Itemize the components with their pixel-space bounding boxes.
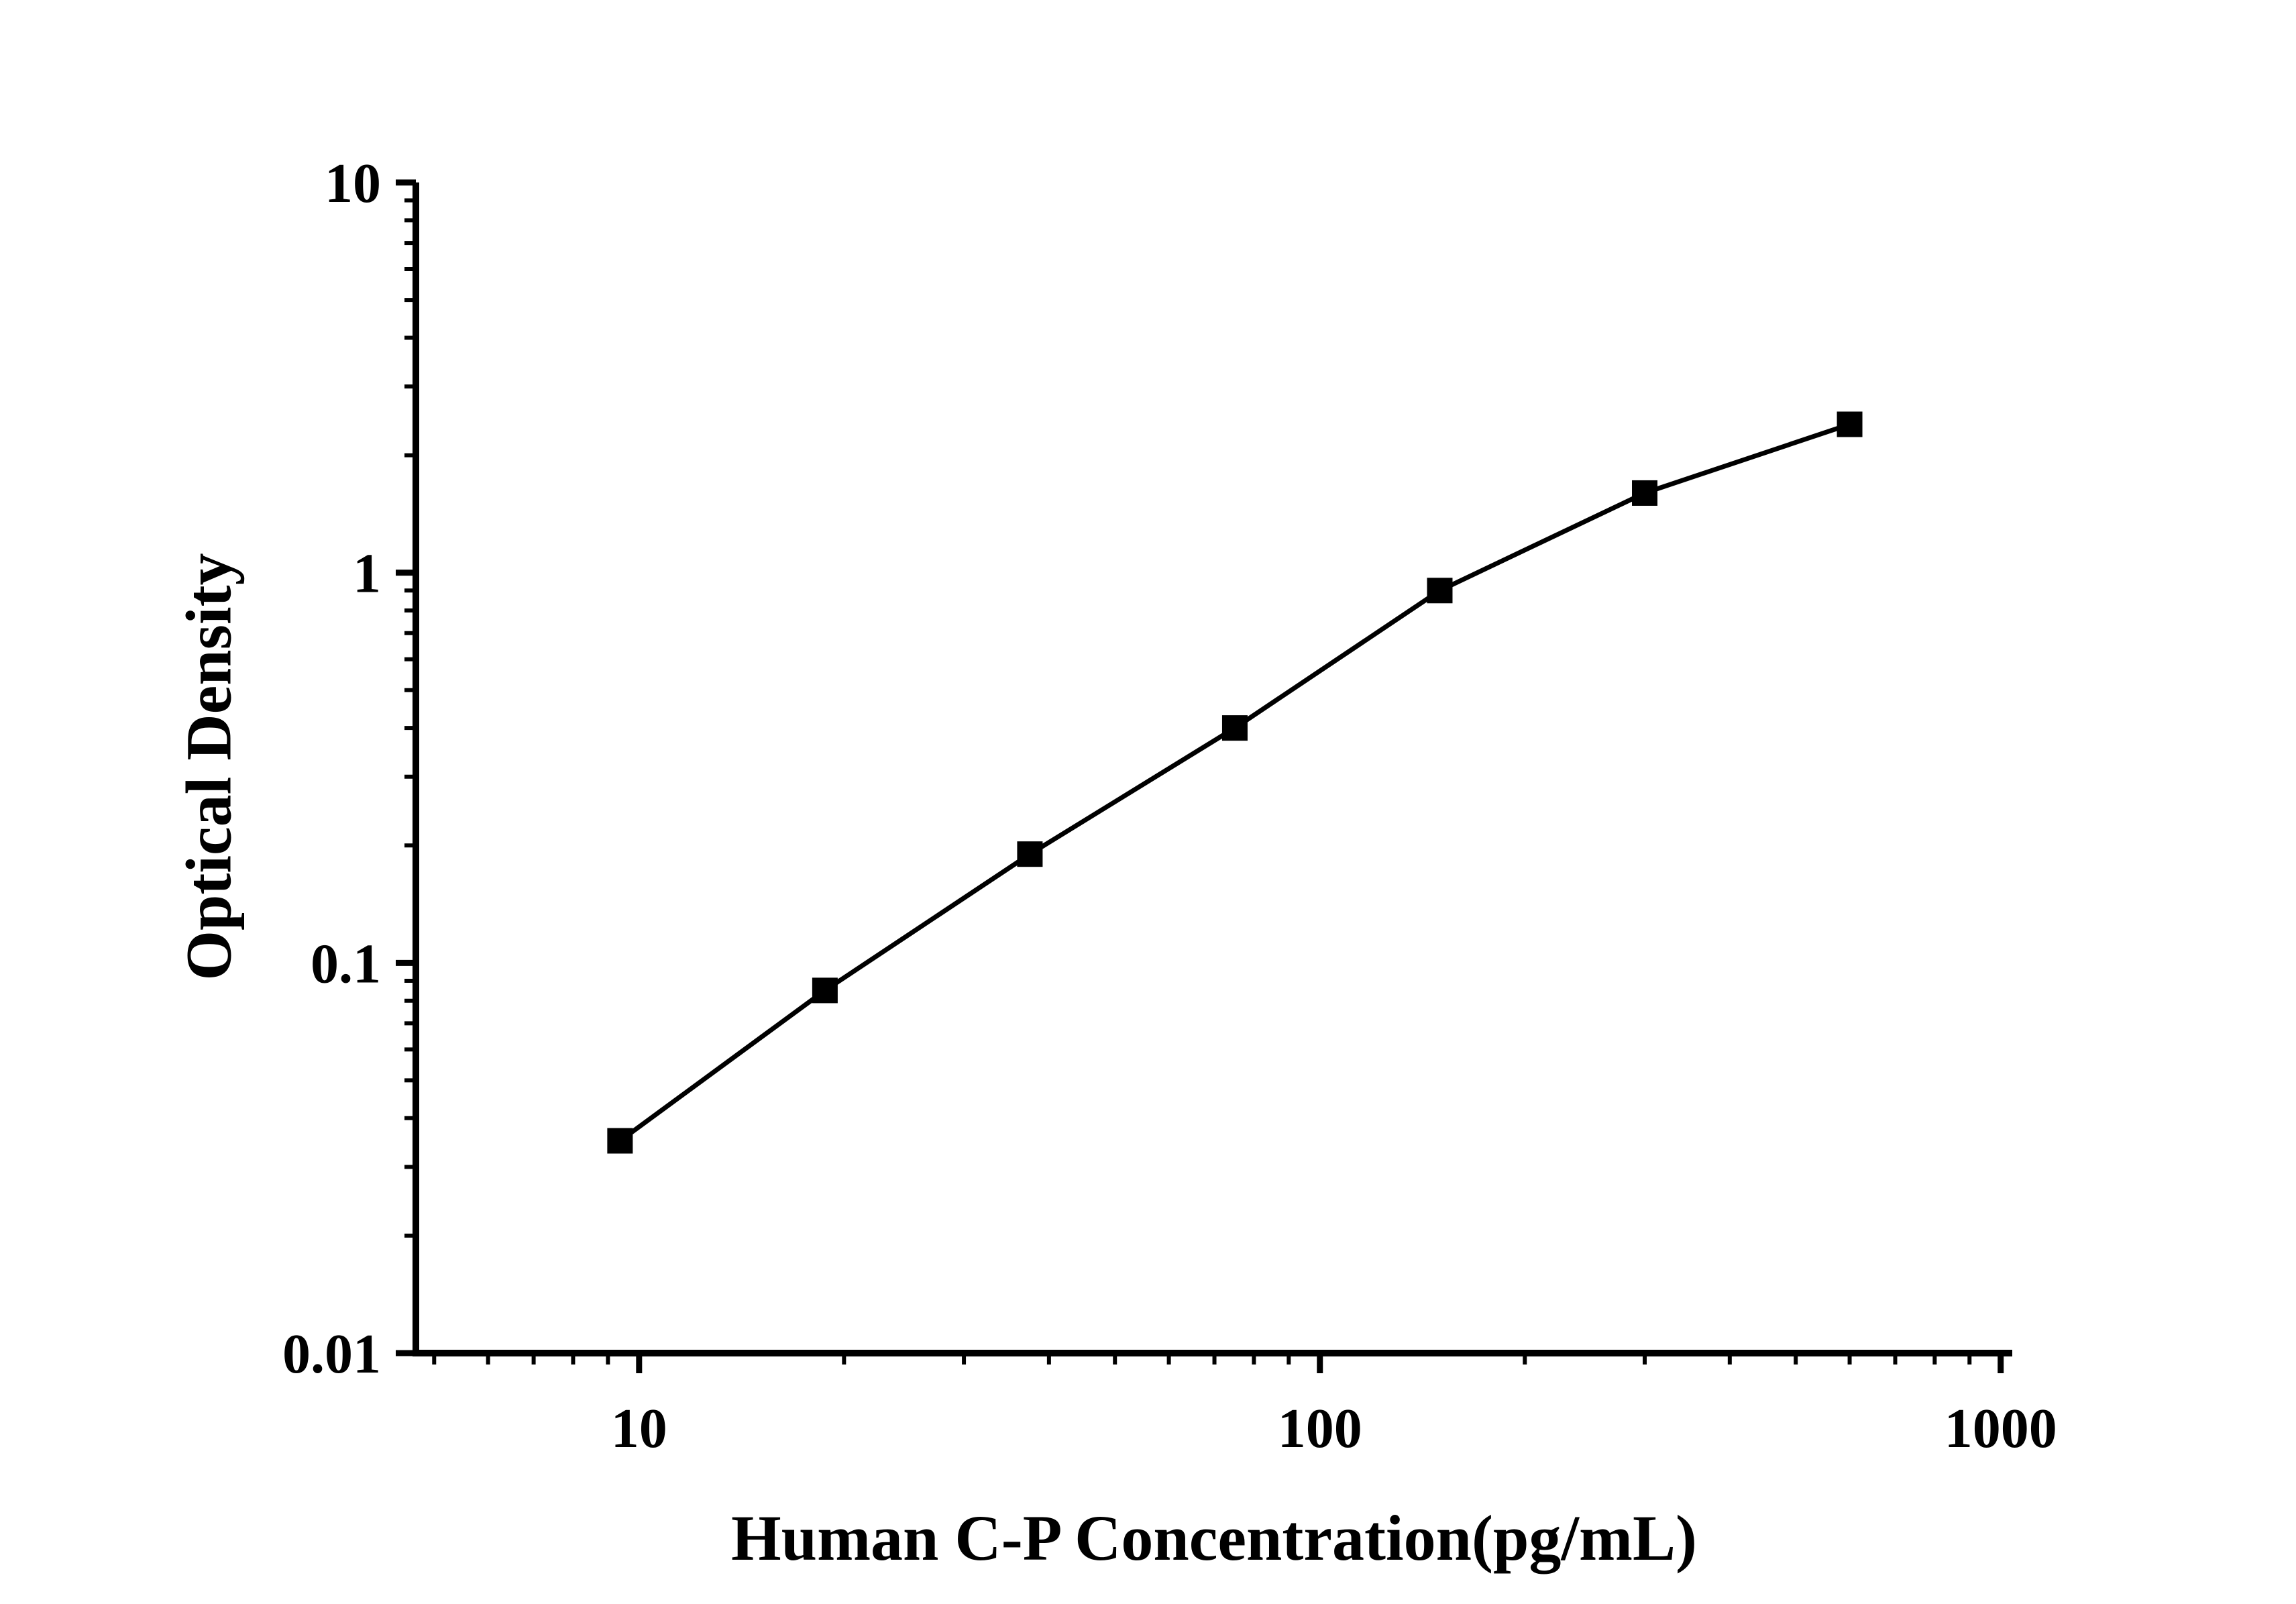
x-axis-title: Human C-P Concentration(pg/mL): [731, 1502, 1697, 1574]
data-point-marker: [1427, 578, 1453, 604]
data-point-marker: [1017, 841, 1043, 867]
x-tick-label: 100: [1278, 1397, 1362, 1460]
data-point-marker: [1632, 480, 1658, 506]
x-tick-label: 1000: [1945, 1397, 2057, 1460]
y-tick-label: 0.1: [311, 932, 381, 995]
data-point-marker: [1221, 715, 1248, 741]
y-tick-label: 0.01: [282, 1323, 381, 1385]
axis-lines: [413, 182, 2012, 1356]
y-axis-title: Optical Density: [173, 553, 245, 980]
series-line: [618, 422, 1851, 1143]
x-tick-label: 10: [611, 1397, 667, 1460]
data-point-marker: [1837, 411, 1863, 437]
data-point-marker: [607, 1128, 633, 1154]
y-tick-label: 10: [325, 152, 381, 215]
data-point-marker: [812, 977, 838, 1004]
plot-area: 10 100 1000 0.01 0.1 1 10: [282, 152, 2057, 1460]
y-tick-label: 1: [353, 543, 381, 605]
